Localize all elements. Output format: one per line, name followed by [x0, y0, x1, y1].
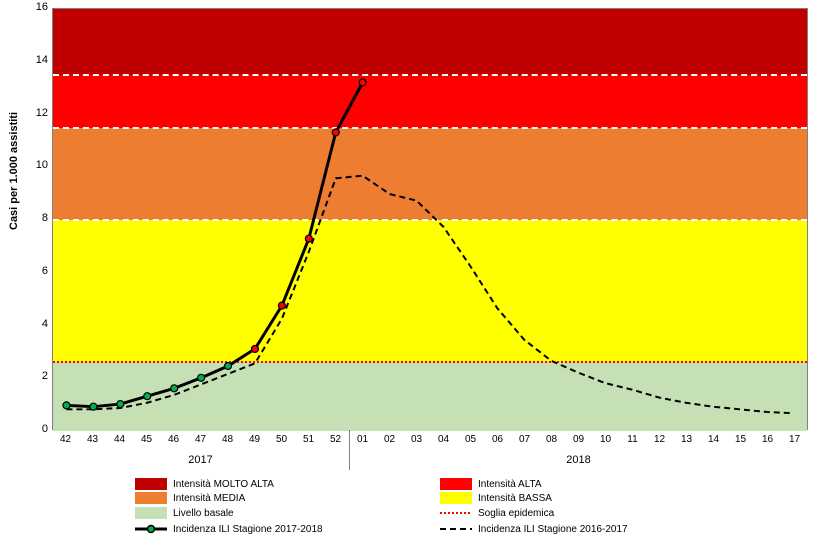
- marker: [144, 393, 151, 400]
- y-tick: 0: [34, 423, 48, 435]
- x-tick: 49: [242, 434, 268, 445]
- x-tick: 47: [188, 434, 214, 445]
- marker: [225, 363, 232, 370]
- legend-soglia: Soglia epidemica: [440, 506, 745, 520]
- legend-label: Soglia epidemica: [478, 508, 554, 519]
- x-tick: 44: [107, 434, 133, 445]
- soglia-line-icon: [440, 506, 472, 520]
- legend-basale: Livello basale: [135, 506, 440, 520]
- swatch-bassa: [440, 492, 472, 504]
- y-tick: 12: [34, 107, 48, 119]
- x-tick: 05: [458, 434, 484, 445]
- x-tick: 15: [728, 434, 754, 445]
- series-2016-2017-line: [66, 176, 793, 414]
- y-tick: 14: [34, 54, 48, 66]
- y-tick: 6: [34, 265, 48, 277]
- x-tick: 09: [566, 434, 592, 445]
- legend-label: Incidenza ILI Stagione 2017-2018: [173, 524, 323, 535]
- legend-molto-alta: Intensità MOLTO ALTA: [135, 478, 440, 490]
- x-tick: 51: [296, 434, 322, 445]
- marker: [278, 302, 285, 309]
- legend-series-prev: Incidenza ILI Stagione 2016-2017: [440, 522, 745, 536]
- swatch-basale: [135, 507, 167, 519]
- y-tick: 8: [34, 212, 48, 224]
- x-tick: 03: [404, 434, 430, 445]
- legend: Intensità MOLTO ALTA Intensità ALTA Inte…: [135, 478, 795, 538]
- marker: [359, 79, 366, 86]
- chart-container: Casi per 1.000 assistiti 0246810121416 4…: [0, 0, 818, 552]
- year-label-2017: 2017: [52, 454, 349, 466]
- year-label-2018: 2018: [349, 454, 808, 466]
- y-tick: 10: [34, 159, 48, 171]
- x-tick: 45: [134, 434, 160, 445]
- x-tick: 07: [512, 434, 538, 445]
- y-tick: 16: [34, 1, 48, 13]
- x-tick: 14: [701, 434, 727, 445]
- series-current-icon: [135, 522, 167, 536]
- marker: [63, 402, 70, 409]
- legend-alta: Intensità ALTA: [440, 478, 745, 490]
- x-tick: 04: [431, 434, 457, 445]
- line-layer: [53, 9, 807, 429]
- x-tick: 12: [647, 434, 673, 445]
- x-tick: 13: [674, 434, 700, 445]
- marker: [171, 385, 178, 392]
- marker: [90, 403, 97, 410]
- legend-media: Intensità MEDIA: [135, 492, 440, 504]
- marker: [305, 235, 312, 242]
- x-tick: 06: [485, 434, 511, 445]
- marker: [198, 374, 205, 381]
- x-tick: 08: [539, 434, 565, 445]
- x-tick: 16: [755, 434, 781, 445]
- x-tick: 52: [323, 434, 349, 445]
- marker: [251, 345, 258, 352]
- marker: [117, 401, 124, 408]
- x-tick: 50: [269, 434, 295, 445]
- plot-area: [52, 8, 808, 430]
- marker: [332, 129, 339, 136]
- series-2017-2018-line: [66, 83, 362, 407]
- swatch-molto-alta: [135, 478, 167, 490]
- legend-label: Livello basale: [173, 508, 234, 519]
- legend-bassa: Intensità BASSA: [440, 492, 745, 504]
- legend-label: Intensità ALTA: [478, 479, 542, 490]
- legend-label: Intensità MOLTO ALTA: [173, 479, 274, 490]
- x-tick: 43: [80, 434, 106, 445]
- series-prev-icon: [440, 522, 472, 536]
- y-tick: 2: [34, 370, 48, 382]
- swatch-alta: [440, 478, 472, 490]
- legend-label: Intensità BASSA: [478, 493, 552, 504]
- y-tick: 4: [34, 318, 48, 330]
- legend-series-current: Incidenza ILI Stagione 2017-2018: [135, 522, 440, 536]
- legend-label: Incidenza ILI Stagione 2016-2017: [478, 524, 628, 535]
- x-tick: 42: [53, 434, 79, 445]
- x-tick: 46: [161, 434, 187, 445]
- x-tick: 11: [620, 434, 646, 445]
- x-tick: 10: [593, 434, 619, 445]
- x-tick: 01: [350, 434, 376, 445]
- swatch-media: [135, 492, 167, 504]
- x-tick: 48: [215, 434, 241, 445]
- legend-label: Intensità MEDIA: [173, 493, 245, 504]
- x-tick: 17: [782, 434, 808, 445]
- x-tick: 02: [377, 434, 403, 445]
- y-axis-label: Casi per 1.000 assistiti: [8, 112, 20, 230]
